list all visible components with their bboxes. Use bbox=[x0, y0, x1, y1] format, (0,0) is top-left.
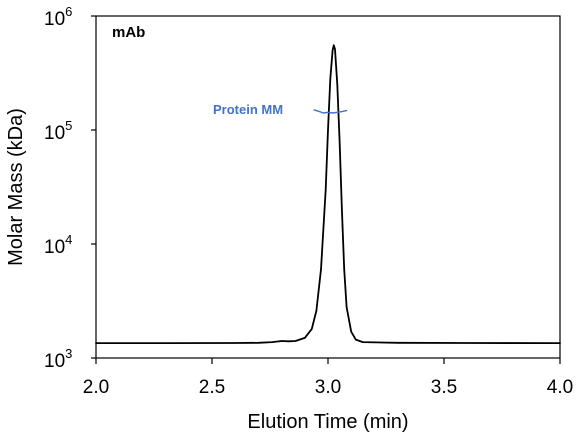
x-tick-label: 3.5 bbox=[431, 377, 457, 398]
series-layer bbox=[95, 44, 561, 344]
y-tick-exponent: 4 bbox=[65, 232, 72, 247]
y-tick-label: 106 bbox=[44, 4, 72, 30]
y-tick-exponent: 5 bbox=[65, 118, 72, 133]
y-tick-label: 103 bbox=[44, 346, 72, 372]
y-tick-label: 104 bbox=[44, 232, 72, 258]
protein-mm-trace bbox=[313, 109, 348, 114]
x-tick-label: 2.0 bbox=[83, 377, 109, 398]
y-tick-exponent: 3 bbox=[65, 346, 72, 361]
x-tick-label: 2.5 bbox=[199, 377, 225, 398]
x-tick-label: 4.0 bbox=[547, 377, 573, 398]
sample-label: mAb bbox=[112, 24, 145, 41]
protein-mm-label: Protein MM bbox=[213, 102, 283, 117]
x-tick-group: 2.0 2.5 3.0 3.5 4.0 bbox=[83, 358, 573, 398]
y-tick-base: 10 bbox=[44, 123, 65, 144]
x-tick-label: 3.0 bbox=[315, 377, 341, 398]
y-tick-base: 10 bbox=[44, 237, 65, 258]
x-axis-title: Elution Time (min) bbox=[247, 411, 408, 433]
plot-area bbox=[95, 15, 561, 359]
signal-trace bbox=[95, 44, 561, 344]
y-tick-label: 105 bbox=[44, 118, 72, 144]
y-tick-base: 10 bbox=[44, 9, 65, 30]
y-tick-base: 10 bbox=[44, 351, 65, 372]
y-tick-exponent: 6 bbox=[65, 4, 72, 19]
y-axis-title: Molar Mass (kDa) bbox=[5, 108, 27, 266]
